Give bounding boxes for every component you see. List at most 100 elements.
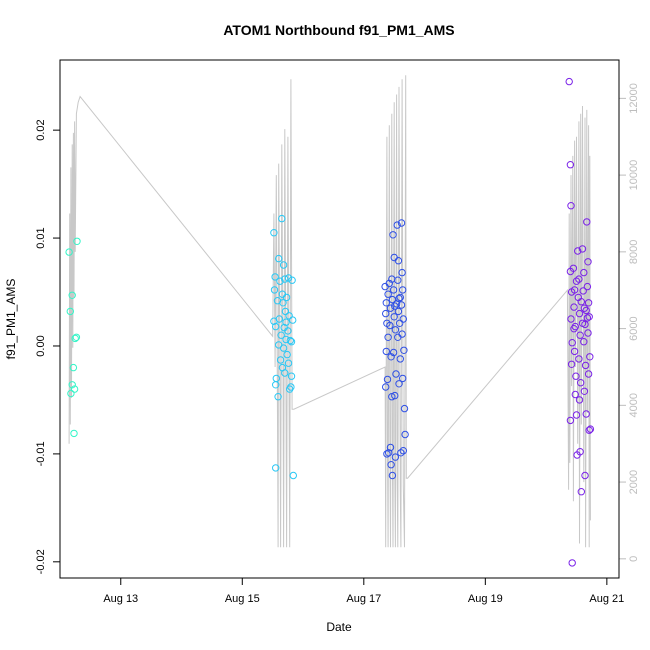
scatter-point bbox=[568, 559, 576, 567]
scatter-point bbox=[382, 309, 390, 318]
scatter-point bbox=[574, 247, 582, 255]
scatter-point bbox=[391, 326, 400, 334]
scatter-point bbox=[396, 293, 404, 302]
scatter-series-3 bbox=[381, 219, 409, 480]
scatter-point bbox=[570, 325, 578, 333]
scatter-point bbox=[396, 355, 404, 363]
scatter-point bbox=[581, 361, 590, 370]
scatter-point bbox=[388, 275, 396, 283]
scatter-point bbox=[584, 299, 593, 307]
scatter-point bbox=[572, 277, 581, 285]
scatter-point bbox=[387, 353, 395, 361]
scatter-point bbox=[274, 393, 282, 401]
scatter-point bbox=[284, 274, 293, 282]
scatter-point bbox=[391, 391, 399, 400]
y2-tick-label: 6000 bbox=[628, 316, 640, 340]
scatter-point bbox=[391, 453, 400, 461]
y2-tick-label: 8000 bbox=[628, 240, 640, 264]
scatter-point bbox=[70, 385, 79, 393]
y2-tick-label: 2000 bbox=[628, 470, 640, 494]
scatter-point bbox=[397, 449, 405, 457]
scatter-point bbox=[386, 304, 395, 312]
scatter-point bbox=[277, 331, 285, 339]
y2-tick-label: 4000 bbox=[628, 393, 640, 417]
x-tick-label: Aug 21 bbox=[589, 593, 624, 605]
scatter-point bbox=[285, 312, 293, 320]
scatter-point bbox=[393, 221, 401, 229]
y2-tick-label: 0 bbox=[628, 556, 640, 562]
scatter-point bbox=[389, 348, 398, 357]
scatter-point bbox=[575, 396, 584, 404]
scatter-point bbox=[278, 214, 286, 223]
scatter-point bbox=[276, 277, 284, 285]
scatter-point bbox=[578, 245, 587, 253]
scatter-point bbox=[583, 218, 591, 226]
scatter-point bbox=[282, 318, 290, 326]
series-layer bbox=[65, 75, 595, 567]
scatter-point bbox=[572, 372, 580, 380]
right-axis-trace-line bbox=[68, 75, 591, 548]
scatter-point bbox=[388, 471, 397, 480]
scatter-point bbox=[580, 268, 588, 277]
scatter-point bbox=[394, 257, 403, 265]
scatter-point bbox=[284, 327, 292, 335]
scatter-point bbox=[281, 307, 290, 316]
scatter-point bbox=[67, 389, 75, 398]
scatter-point bbox=[287, 372, 296, 380]
scatter-point bbox=[289, 471, 297, 480]
scatter-point bbox=[579, 287, 587, 295]
scatter-point bbox=[575, 309, 584, 318]
y2-tick-label: 10000 bbox=[628, 160, 640, 191]
scatter-point bbox=[398, 330, 406, 338]
scatter-point bbox=[385, 449, 393, 457]
scatter-point bbox=[288, 276, 296, 284]
scatter-point bbox=[585, 426, 593, 434]
scatter-point bbox=[583, 314, 592, 322]
scatter-point bbox=[283, 350, 291, 359]
y-tick-label: 0.02 bbox=[35, 119, 47, 140]
scatter-point bbox=[287, 383, 295, 391]
scatter-point bbox=[568, 339, 576, 347]
scatter-point bbox=[571, 390, 579, 399]
y-tick-label: 0.01 bbox=[35, 227, 47, 248]
scatter-point bbox=[577, 488, 585, 496]
scatter-point bbox=[279, 299, 287, 307]
scatter-point bbox=[572, 411, 581, 419]
scatter-point bbox=[567, 360, 576, 368]
scatter-point bbox=[394, 307, 403, 316]
scatter-point bbox=[279, 261, 288, 269]
scatter-point bbox=[68, 381, 76, 389]
scatter-point bbox=[69, 363, 78, 372]
scatter-point bbox=[270, 229, 278, 237]
scatter-point bbox=[566, 416, 575, 425]
scatter-point bbox=[385, 279, 393, 288]
scatter-point bbox=[580, 338, 588, 346]
scatter-point bbox=[397, 219, 406, 227]
scatter-point bbox=[386, 443, 395, 452]
scatter-point bbox=[383, 450, 391, 458]
scatter-point bbox=[577, 298, 585, 306]
scatter-point bbox=[275, 315, 283, 323]
scatter-point bbox=[71, 334, 79, 343]
scatter-point bbox=[395, 380, 403, 388]
scatter-point bbox=[65, 248, 73, 256]
scatter-point bbox=[585, 313, 593, 321]
scatter-point bbox=[392, 300, 401, 308]
y2-tick-label: 12000 bbox=[628, 83, 640, 114]
x-tick-label: Aug 15 bbox=[225, 593, 260, 605]
scatter-point bbox=[582, 410, 590, 418]
scatter-point bbox=[389, 231, 397, 239]
scatter-point bbox=[272, 381, 280, 389]
scatter-point bbox=[382, 347, 390, 356]
x-tick-label: Aug 13 bbox=[103, 593, 138, 605]
scatter-point bbox=[565, 77, 573, 86]
scatter-point bbox=[584, 258, 592, 266]
x-axis-label: Date bbox=[326, 620, 352, 634]
plot-frame bbox=[59, 59, 620, 579]
scatter-point bbox=[578, 319, 587, 327]
scatter-point bbox=[384, 290, 392, 298]
scatter-point bbox=[389, 286, 398, 294]
scatter-point bbox=[566, 161, 575, 169]
y-tick-label: -0.02 bbox=[35, 549, 47, 574]
scatter-point bbox=[68, 291, 76, 299]
